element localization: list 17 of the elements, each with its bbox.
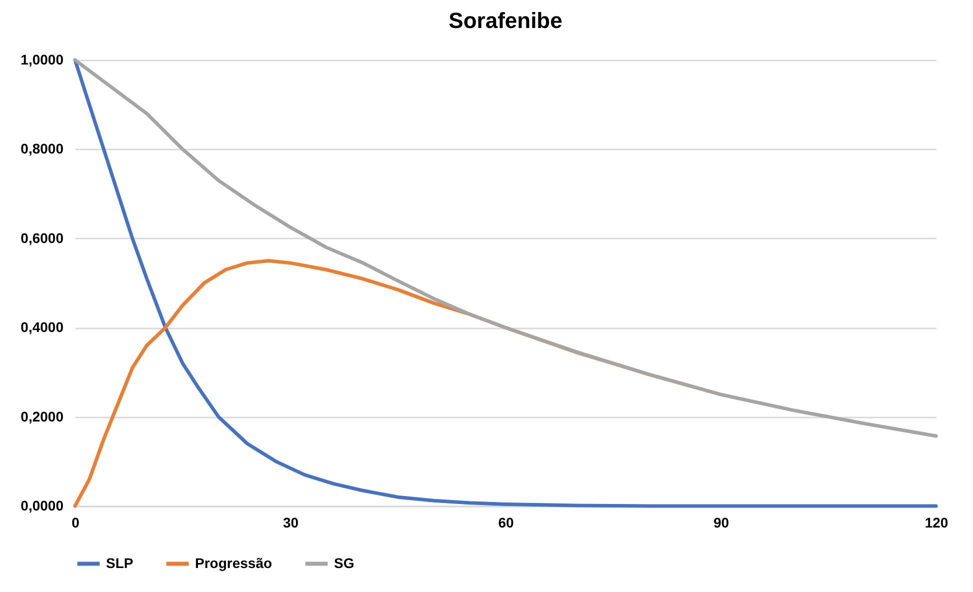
x-tick-label: 60 — [498, 514, 514, 530]
chart-title: Sorafenibe — [448, 8, 562, 33]
x-tick-label: 0 — [72, 514, 80, 530]
x-tick-label: 90 — [713, 514, 730, 530]
legend-label: Progressão — [195, 554, 272, 571]
legend-label: SG — [334, 554, 354, 571]
y-tick-label: 0,4000 — [20, 319, 64, 336]
y-tick-label: 0,0000 — [20, 498, 64, 514]
y-tick-label: 0,6000 — [20, 230, 64, 246]
y-tick-label: 0,8000 — [20, 140, 64, 157]
y-tick-label: 0,2000 — [20, 408, 64, 424]
x-tick-label: 120 — [924, 514, 948, 530]
line-series — [73, 58, 938, 508]
line-series — [73, 58, 938, 438]
legend-label: SLP — [106, 554, 134, 571]
y-tick-label: 1,0000 — [20, 52, 64, 68]
x-tick-label: 30 — [282, 514, 299, 530]
